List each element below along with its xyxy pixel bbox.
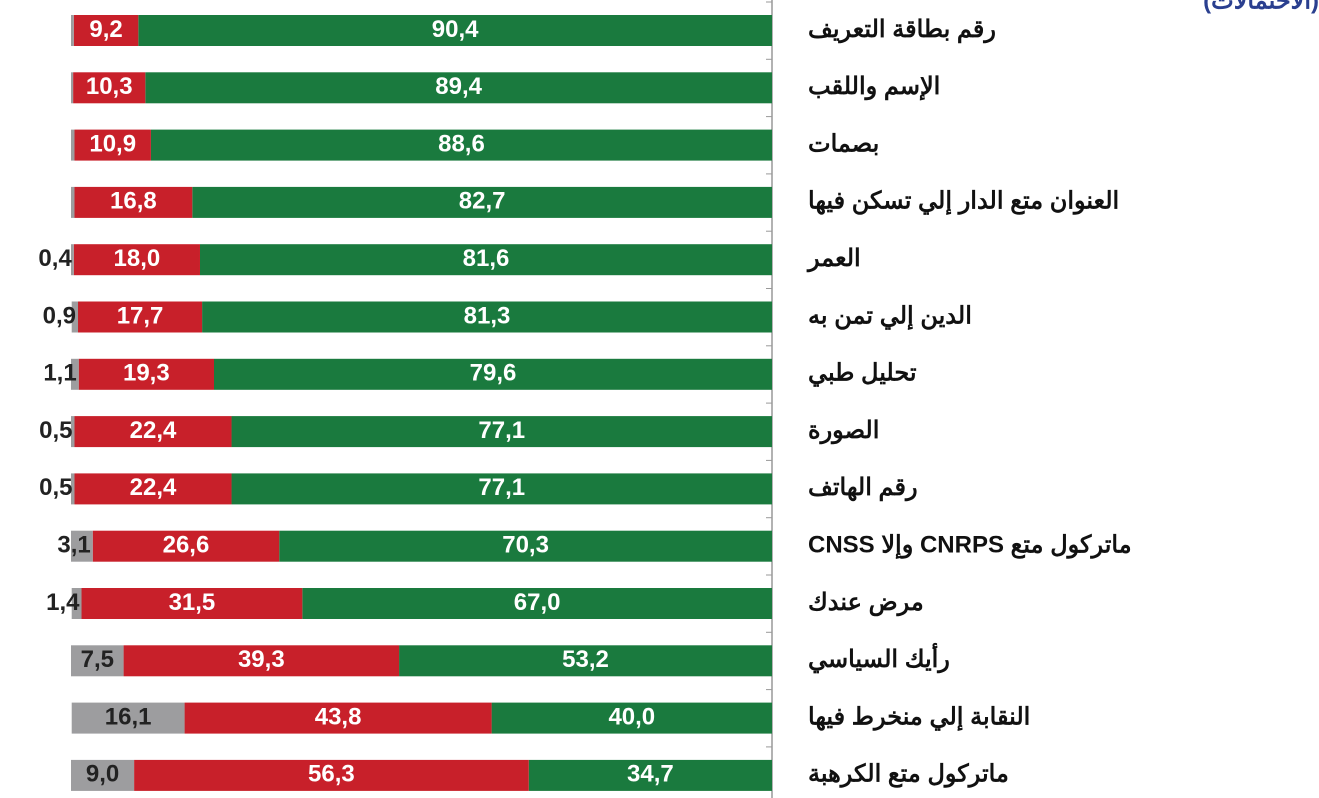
bar-segment xyxy=(491,702,772,734)
value-label: 89,4 xyxy=(435,73,482,100)
value-label: 39,3 xyxy=(238,646,285,673)
bar-segment xyxy=(92,530,280,562)
bar-segment xyxy=(279,530,772,562)
value-label: 0,5 xyxy=(39,417,72,444)
bar-segment xyxy=(71,129,75,161)
category-label: رأيك السياسي xyxy=(808,641,950,674)
category-label: بصمات xyxy=(808,130,879,157)
value-label: 17,7 xyxy=(117,302,164,329)
bar-segment xyxy=(231,416,773,448)
bar-segment xyxy=(71,645,124,677)
value-label: 16,1 xyxy=(105,703,152,730)
category-label: رقم الهاتف xyxy=(808,474,918,502)
bar-segment xyxy=(71,473,75,505)
value-label: 0,9 xyxy=(43,302,76,329)
value-label: 3,1 xyxy=(57,532,90,559)
bar-segment xyxy=(192,186,772,218)
value-label: 22,4 xyxy=(130,474,177,501)
bar-segment xyxy=(71,416,75,448)
value-label: 77,1 xyxy=(478,417,525,444)
category-label: العمر xyxy=(806,245,861,273)
bar-segment xyxy=(399,645,772,677)
value-label: 53,2 xyxy=(562,646,609,673)
bar-segment xyxy=(184,702,492,734)
value-label: 79,6 xyxy=(470,360,517,387)
value-label: 7,5 xyxy=(81,646,114,673)
value-label: 10,3 xyxy=(86,73,133,100)
value-label: 70,3 xyxy=(502,532,549,559)
value-label: 19,3 xyxy=(123,360,170,387)
bar-segment xyxy=(150,129,772,161)
bar-segment xyxy=(134,759,529,791)
value-label: 10,9 xyxy=(89,130,136,157)
bar-segment xyxy=(71,588,82,619)
value-label: 9,0 xyxy=(86,761,119,788)
bar-segment xyxy=(71,186,75,218)
bar-segment xyxy=(81,588,303,619)
bar-segment xyxy=(202,301,772,333)
category-label: النقابة إلي منخرط فيها xyxy=(808,703,1030,731)
value-label: 18,0 xyxy=(114,245,161,272)
bar-segment xyxy=(73,244,200,276)
bar-segment xyxy=(145,72,772,104)
bar-segment xyxy=(71,358,79,390)
bar-segment xyxy=(71,702,185,734)
bar-segment xyxy=(71,759,135,791)
category-label: الدين إلي تمن به xyxy=(808,302,972,330)
value-label: 56,3 xyxy=(308,761,355,788)
value-label: 90,4 xyxy=(432,16,479,43)
value-label: 16,8 xyxy=(110,188,157,215)
bar-segment xyxy=(71,530,93,562)
value-label: 31,5 xyxy=(169,589,216,616)
value-label: 0,4 xyxy=(38,245,72,272)
category-label: رقم بطاقة التعريف xyxy=(808,16,996,44)
value-label: 67,0 xyxy=(514,589,561,616)
bar-segment xyxy=(74,186,193,218)
category-label: الإسم واللقب xyxy=(808,73,940,101)
bar-segment xyxy=(74,129,151,161)
bar-segment xyxy=(302,588,772,619)
value-label: 43,8 xyxy=(315,703,362,730)
value-label: 34,7 xyxy=(627,761,674,788)
bar-segment xyxy=(71,15,74,46)
bar-segment xyxy=(123,645,400,677)
bar-segment xyxy=(138,15,772,46)
bar-segment xyxy=(73,15,139,46)
value-label: 81,6 xyxy=(463,245,510,272)
bar-segment xyxy=(73,72,146,104)
category-label: تحليل طبي xyxy=(808,360,917,388)
bar-segment xyxy=(74,473,232,505)
value-label: 40,0 xyxy=(608,703,655,730)
bar-segment xyxy=(231,473,773,505)
value-label: 88,6 xyxy=(438,130,485,157)
bar-segment xyxy=(74,416,232,448)
bar-segment xyxy=(199,244,772,276)
bar-segment xyxy=(528,759,772,791)
bar-segment xyxy=(78,301,203,333)
bar-segment xyxy=(71,72,74,104)
category-label: العنوان متع الدار إلي تسكن فيها xyxy=(808,188,1119,216)
value-label: 77,1 xyxy=(478,474,525,501)
value-label: 0,5 xyxy=(39,474,72,501)
value-label: 22,4 xyxy=(130,417,177,444)
bar-segment xyxy=(78,358,215,390)
value-label: 9,2 xyxy=(89,16,122,43)
bar-segment xyxy=(214,358,772,390)
value-label: 26,6 xyxy=(163,532,210,559)
bar-segment xyxy=(71,301,79,333)
category-label: الصورة xyxy=(808,417,879,445)
value-label: 82,7 xyxy=(459,188,506,215)
value-label: 1,4 xyxy=(46,589,80,616)
value-label: 81,3 xyxy=(464,302,511,329)
category-label: ماتركول متع الكرهبة xyxy=(808,761,1009,789)
value-label: 1,1 xyxy=(43,360,76,387)
chart-title: (الاحتمالات) xyxy=(1203,0,1319,14)
category-label: مرض عندك xyxy=(808,589,924,617)
category-label: ماتركول متع CNRPS وإلا CNSS xyxy=(808,532,1132,560)
bar-segment xyxy=(71,244,74,276)
